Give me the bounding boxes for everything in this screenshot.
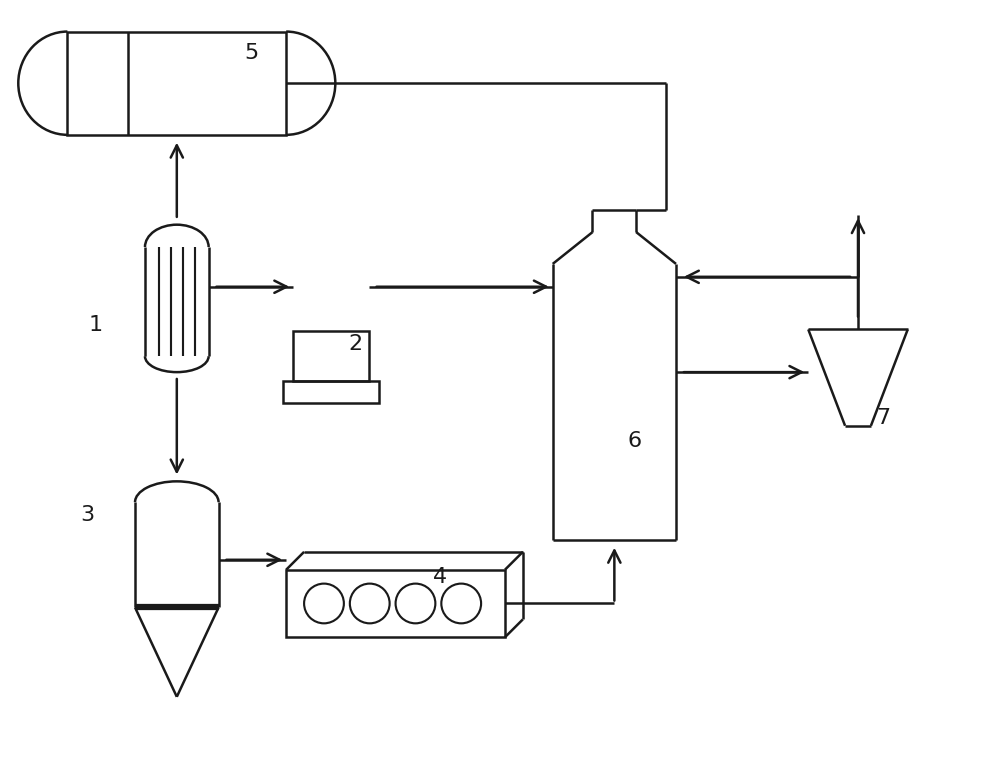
Text: 6: 6 bbox=[627, 431, 641, 451]
Bar bbox=[283, 381, 379, 403]
Bar bbox=[286, 569, 505, 637]
Bar bbox=[67, 31, 286, 135]
Bar bbox=[293, 331, 369, 381]
Text: 7: 7 bbox=[876, 408, 890, 428]
Text: 1: 1 bbox=[89, 315, 103, 334]
Text: 3: 3 bbox=[80, 505, 94, 525]
Text: 5: 5 bbox=[244, 43, 259, 63]
Text: 4: 4 bbox=[433, 566, 447, 587]
Text: 2: 2 bbox=[349, 334, 363, 354]
